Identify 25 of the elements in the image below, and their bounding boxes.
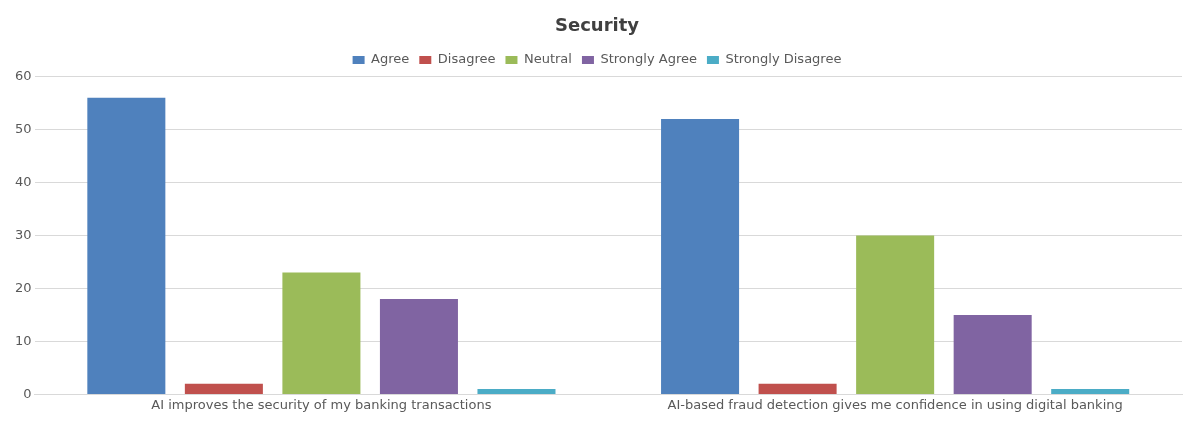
- legend-label: Disagree: [437, 51, 496, 67]
- y-tick-label: 50: [15, 120, 32, 136]
- x-tick-label: AI-based fraud detection gives me confidence in using digital banking: [667, 396, 1123, 412]
- bar: [282, 272, 361, 394]
- bar: [856, 235, 935, 394]
- y-tick-label: 30: [15, 226, 32, 242]
- legend-label: Strongly Agree: [600, 51, 697, 67]
- x-tick-label: AI improves the security of my banking transactions: [151, 396, 492, 412]
- bar: [1051, 389, 1130, 394]
- legend-label: Neutral: [523, 51, 572, 67]
- legend-label: Agree: [371, 51, 410, 67]
- y-tick-label: 10: [15, 332, 32, 348]
- y-tick-label: 60: [15, 67, 32, 83]
- y-tick-label: 40: [15, 173, 32, 189]
- legend-label: Strongly Disagree: [725, 51, 842, 67]
- bar: [87, 97, 166, 394]
- bar: [477, 389, 556, 394]
- bar: [379, 299, 458, 394]
- bar: [758, 383, 837, 394]
- y-tick-label: 0: [23, 385, 32, 401]
- chart-title: Security: [554, 14, 640, 36]
- y-tick-label: 20: [15, 279, 32, 295]
- bar: [184, 383, 263, 394]
- bar: [661, 118, 740, 394]
- bar: [953, 314, 1032, 394]
